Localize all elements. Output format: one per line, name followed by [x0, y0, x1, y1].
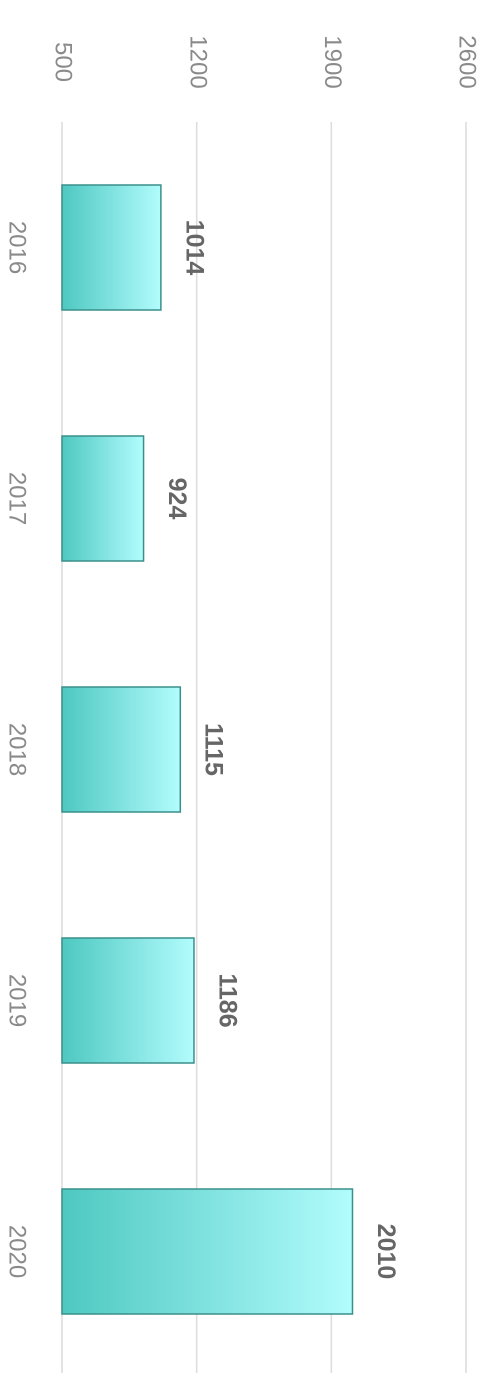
data-label: 924: [163, 478, 191, 520]
data-label: 1186: [213, 973, 241, 1027]
value-tick-label: 2600: [454, 35, 481, 88]
data-label: 2010: [372, 1224, 400, 1280]
value-tick-label: 1900: [319, 35, 346, 88]
bar: [61, 435, 145, 562]
bar: [61, 937, 195, 1064]
bar: [61, 686, 182, 813]
category-label: 2019: [4, 974, 31, 1027]
category-label: 2016: [4, 221, 31, 274]
value-tick-label: 1200: [184, 35, 211, 88]
data-label: 1014: [180, 220, 208, 276]
category-label: 2018: [4, 723, 31, 776]
category-label: 2020: [4, 1225, 31, 1278]
value-tick-label: 500: [50, 42, 77, 82]
bar: [61, 184, 162, 311]
category-label: 2017: [4, 472, 31, 525]
bar: [61, 1188, 354, 1315]
data-label: 1115: [200, 723, 228, 776]
